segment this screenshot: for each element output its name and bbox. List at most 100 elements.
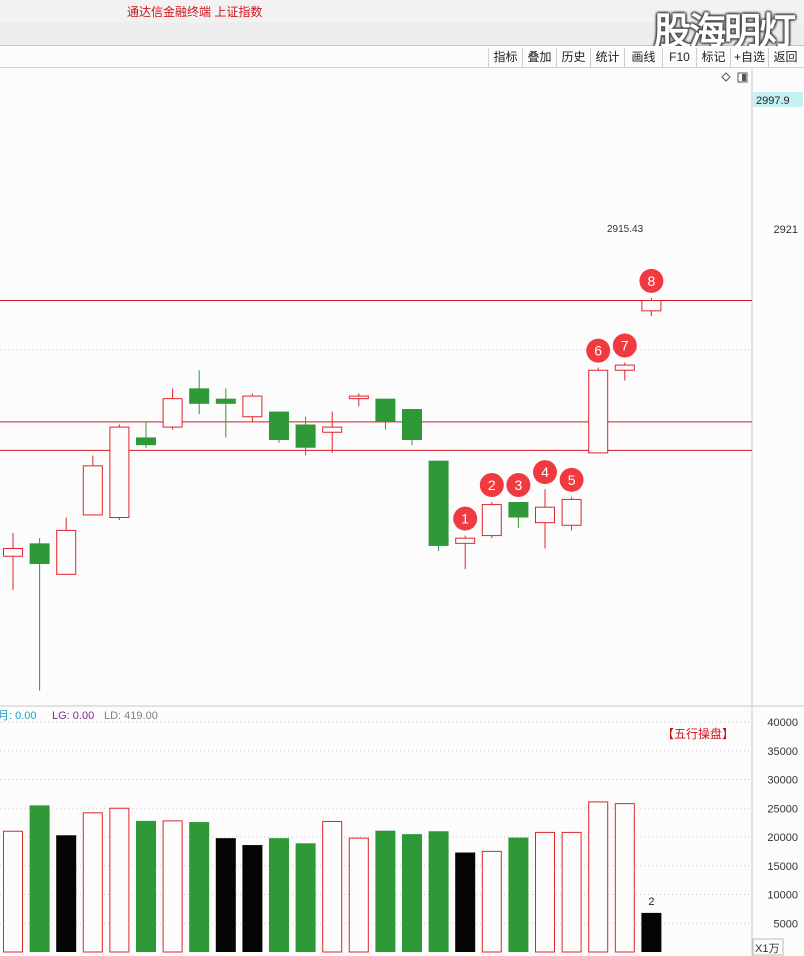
candle[interactable] bbox=[614, 362, 635, 381]
mark-button[interactable]: 标记 bbox=[696, 48, 730, 67]
candle[interactable] bbox=[428, 460, 449, 552]
volume-bar[interactable] bbox=[402, 834, 422, 952]
candle-body bbox=[82, 465, 103, 516]
candle[interactable] bbox=[402, 409, 422, 446]
volume-bar[interactable] bbox=[588, 801, 609, 953]
candle[interactable] bbox=[136, 421, 156, 448]
volume-bar[interactable] bbox=[428, 831, 449, 952]
candle[interactable] bbox=[3, 533, 23, 590]
volume-bar[interactable] bbox=[215, 838, 236, 952]
candle[interactable] bbox=[269, 411, 289, 443]
volume-bar[interactable] bbox=[322, 820, 343, 953]
candle[interactable] bbox=[189, 370, 210, 415]
volume-bar[interactable] bbox=[641, 912, 662, 952]
volume-tick-label: 30000 bbox=[767, 775, 798, 787]
tab-strip bbox=[0, 22, 804, 46]
candle[interactable] bbox=[215, 388, 236, 438]
candle[interactable] bbox=[56, 517, 77, 575]
candle[interactable] bbox=[561, 496, 582, 531]
kline-chart[interactable]: 2997.9 2921 月: 0.00 LG: 0.00 LD: 419.00 … bbox=[0, 68, 804, 956]
volume-bar[interactable] bbox=[269, 838, 289, 952]
volume-bar[interactable] bbox=[348, 837, 369, 953]
volume-bar[interactable] bbox=[481, 850, 502, 953]
marker-5-circle bbox=[559, 467, 584, 492]
volume-tick-label: 20000 bbox=[767, 832, 798, 844]
candle-body bbox=[375, 398, 396, 422]
draw-line-button[interactable]: 画线 bbox=[624, 48, 662, 67]
volume-bar[interactable] bbox=[375, 830, 396, 952]
candle-body bbox=[109, 426, 130, 519]
candle[interactable] bbox=[481, 502, 502, 539]
candle-body bbox=[455, 537, 476, 544]
volume-bar[interactable] bbox=[82, 812, 103, 953]
candle[interactable] bbox=[242, 393, 263, 422]
candle[interactable] bbox=[641, 297, 662, 316]
marker-8-circle bbox=[639, 268, 664, 293]
volume-bar[interactable] bbox=[136, 820, 156, 952]
volume-bar[interactable] bbox=[162, 820, 183, 953]
add-watchlist-button[interactable]: +自选 bbox=[730, 48, 768, 67]
panel-toggle-fill bbox=[742, 74, 746, 81]
volume-bar[interactable] bbox=[29, 805, 50, 952]
candle[interactable] bbox=[348, 393, 369, 407]
watermark: 股海明灯 bbox=[654, 11, 796, 52]
history-button[interactable]: 历史 bbox=[556, 48, 590, 67]
wuxing-label: 【五行操盘】 bbox=[662, 726, 734, 741]
candle[interactable] bbox=[109, 424, 130, 521]
f10-button[interactable]: F10 bbox=[662, 48, 696, 67]
legend-yue: 月: 0.00 bbox=[0, 710, 37, 722]
volume-bar[interactable] bbox=[295, 843, 316, 952]
volume-bar[interactable] bbox=[561, 831, 582, 953]
marker-2-circle bbox=[479, 473, 504, 497]
candle[interactable] bbox=[455, 535, 476, 570]
volume-bar[interactable] bbox=[455, 852, 476, 952]
volume-bar[interactable] bbox=[109, 807, 130, 953]
candle[interactable] bbox=[322, 411, 343, 453]
volume-bar[interactable] bbox=[189, 822, 210, 952]
volume-tick-label: 40000 bbox=[767, 717, 798, 729]
unit-label: X1万 bbox=[755, 943, 779, 955]
candle-body bbox=[242, 395, 263, 418]
candle[interactable] bbox=[535, 489, 555, 549]
candle-body bbox=[535, 506, 555, 524]
candle-body bbox=[508, 502, 529, 518]
panel-toggle-icon[interactable] bbox=[737, 72, 748, 83]
candle[interactable] bbox=[588, 367, 609, 454]
candle[interactable] bbox=[162, 388, 183, 430]
volume-bar[interactable] bbox=[614, 803, 635, 953]
candle[interactable] bbox=[375, 398, 396, 430]
marker-3-label: 3 bbox=[515, 477, 523, 493]
back-button[interactable]: 返回 bbox=[768, 48, 802, 67]
candle-body bbox=[269, 411, 289, 440]
candle-body bbox=[189, 388, 210, 404]
volume-bar[interactable] bbox=[242, 845, 263, 952]
volume-tick-label: 35000 bbox=[767, 746, 798, 758]
candle-body bbox=[348, 395, 369, 400]
candle-body bbox=[162, 398, 183, 428]
candle-body bbox=[3, 548, 23, 557]
overlay-button[interactable]: 叠加 bbox=[522, 48, 556, 67]
candle-body bbox=[295, 424, 316, 448]
candle[interactable] bbox=[295, 416, 316, 456]
volume-bar[interactable] bbox=[56, 835, 77, 952]
volume-bar[interactable] bbox=[508, 837, 529, 952]
volume-last-label: 2 bbox=[648, 896, 654, 908]
indicator-button[interactable]: 指标 bbox=[488, 48, 522, 67]
marker-6-circle bbox=[586, 338, 611, 363]
volume-bar[interactable] bbox=[535, 831, 555, 953]
volume-tick-label: 5000 bbox=[774, 918, 798, 930]
candle-body bbox=[561, 498, 582, 526]
stats-button[interactable]: 统计 bbox=[590, 48, 624, 67]
candle[interactable] bbox=[508, 502, 529, 528]
volume-bar[interactable] bbox=[3, 830, 23, 953]
diamond-icon[interactable] bbox=[721, 72, 731, 82]
current-price-badge bbox=[753, 92, 803, 107]
candle[interactable] bbox=[29, 538, 50, 691]
candle[interactable] bbox=[82, 455, 103, 516]
marker-4-circle bbox=[533, 460, 557, 485]
marker-7-circle bbox=[612, 333, 637, 358]
marker-7-label: 7 bbox=[621, 338, 629, 354]
legend-lg: LG: 0.00 bbox=[52, 710, 94, 722]
unit-badge bbox=[752, 938, 784, 956]
legend-ld: LD: 419.00 bbox=[104, 710, 158, 722]
